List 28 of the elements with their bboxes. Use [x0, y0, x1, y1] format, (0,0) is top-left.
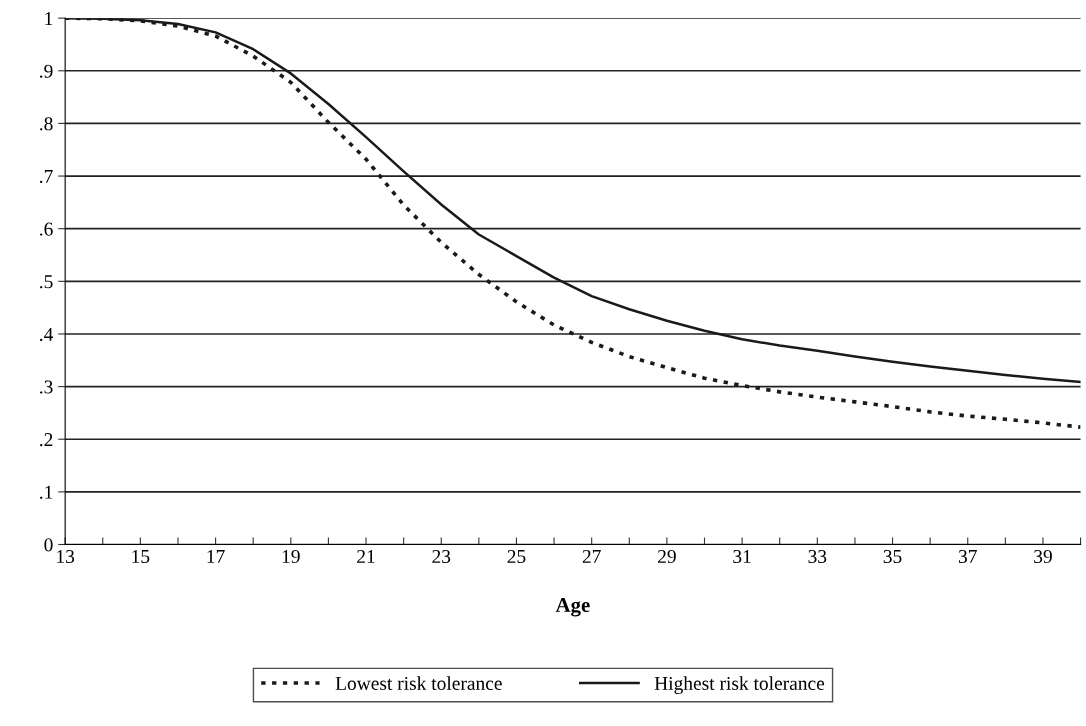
x-tick-label: 25	[507, 549, 526, 564]
x-tick-label: 19	[282, 549, 300, 564]
x-tick-label: 31	[733, 549, 751, 564]
x-tick-label: 27	[582, 549, 601, 563]
x-tick-label: 35	[883, 549, 902, 564]
x-tick-label: 37	[958, 549, 977, 564]
x-tick-label: 17	[207, 550, 225, 563]
y-tick-label: .9	[40, 64, 53, 78]
x-axis-title: Age	[555, 598, 590, 617]
y-tick-label: .1	[40, 485, 53, 499]
y-tick-label: .2	[40, 433, 53, 447]
y-tick-label: .5	[40, 275, 53, 289]
y-tick-label: .8	[40, 117, 53, 131]
y-tick-label: .3	[40, 380, 53, 394]
x-tick-label: 21	[357, 549, 375, 563]
y-tick-label: .4	[40, 327, 54, 341]
y-tick-label: 1	[45, 12, 53, 25]
legend-label: Lowest risk tolerance	[335, 676, 502, 690]
x-tick-label: 29	[658, 549, 676, 564]
y-tick-label: .6	[40, 222, 53, 236]
y-tick-label: 0	[44, 538, 53, 552]
x-tick-label: 13	[57, 549, 75, 564]
y-tick-label: .7	[40, 170, 53, 184]
legend-label: Highest risk tolerance	[654, 676, 825, 694]
x-tick-label: 15	[132, 550, 150, 564]
x-tick-label: 39	[1034, 549, 1052, 564]
x-tick-label: 33	[808, 549, 827, 564]
x-tick-label: 23	[432, 549, 451, 564]
